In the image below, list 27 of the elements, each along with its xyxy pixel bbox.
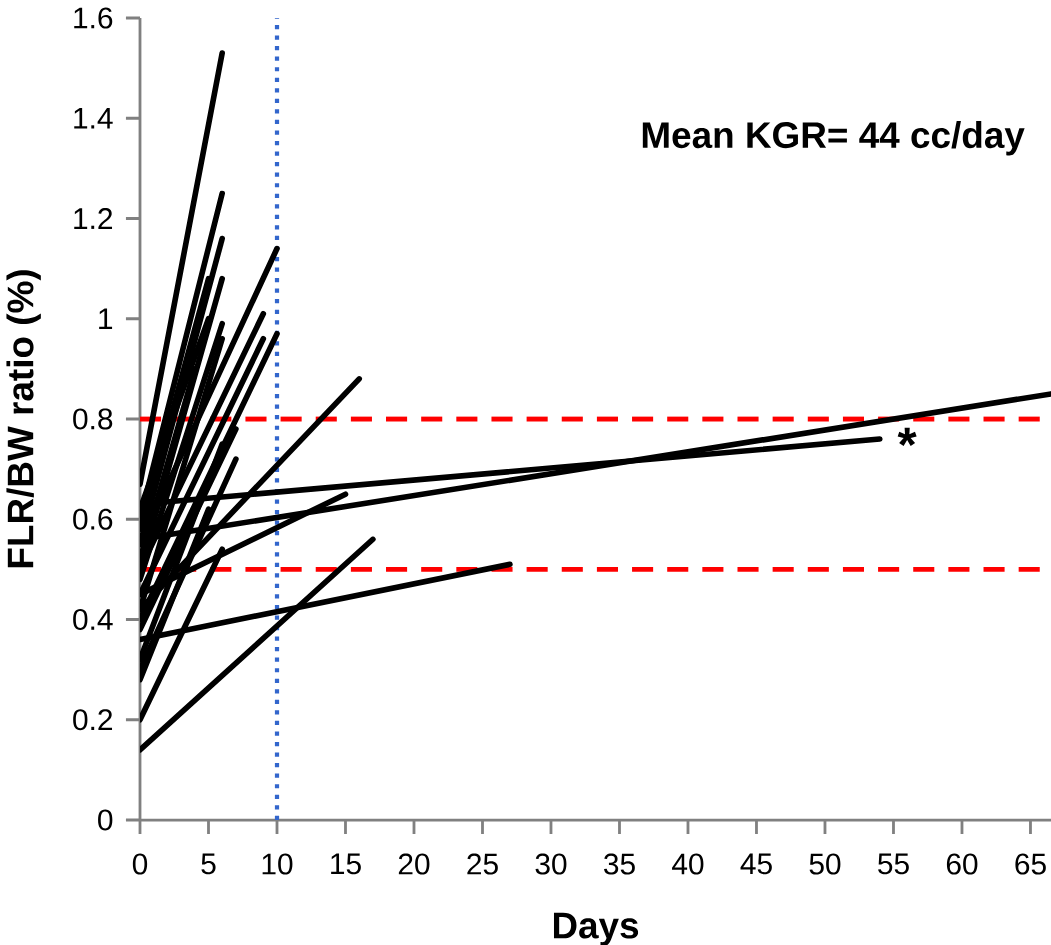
y-tick-label: 1.6 bbox=[74, 7, 113, 29]
x-tick-label: 45 bbox=[740, 853, 772, 875]
x-tick-label: 60 bbox=[946, 853, 978, 875]
x-tick-label: 0 bbox=[132, 853, 148, 875]
x-tick-label: 55 bbox=[878, 853, 909, 875]
x-tick-label: 65 bbox=[1015, 853, 1046, 875]
x-axis-title: Days bbox=[553, 912, 639, 945]
x-tick-label: 15 bbox=[331, 853, 361, 875]
y-tick-label: 1.4 bbox=[74, 107, 113, 129]
x-tick-label: 40 bbox=[672, 853, 704, 875]
y-tick-label: 0.8 bbox=[73, 408, 113, 430]
y-tick-label: 1 bbox=[99, 308, 113, 329]
x-tick-label: 35 bbox=[604, 853, 635, 875]
annotation: * bbox=[897, 427, 917, 447]
annotation: Mean KGR= 44 cc/day bbox=[642, 121, 1025, 156]
x-tick-label: 10 bbox=[262, 853, 293, 875]
y-tick-label: 0.6 bbox=[73, 508, 113, 530]
x-tick-label: 25 bbox=[467, 853, 498, 875]
y-axis-title: FLR/BW ratio (%) bbox=[6, 270, 41, 568]
y-tick-label: 0 bbox=[98, 809, 113, 831]
y-tick-label: 1.2 bbox=[74, 208, 113, 229]
y-tick-label: 0.4 bbox=[73, 608, 113, 631]
y-tick-label: 0.2 bbox=[73, 709, 113, 731]
x-tick-label: 30 bbox=[535, 853, 567, 875]
x-tick-label: 20 bbox=[398, 853, 430, 875]
x-tick-label: 50 bbox=[809, 853, 841, 875]
x-tick-label: 5 bbox=[201, 853, 216, 875]
